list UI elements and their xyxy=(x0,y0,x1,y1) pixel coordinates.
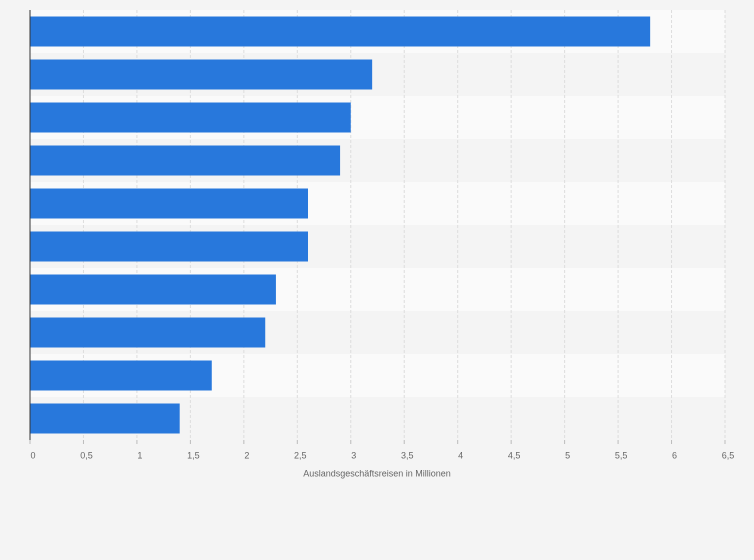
bar xyxy=(30,102,351,133)
bar xyxy=(30,188,308,219)
x-tick-label: 5,5 xyxy=(615,450,628,460)
bar xyxy=(30,403,180,434)
x-tick-label: 6 xyxy=(672,450,677,460)
x-tick-label: 1,5 xyxy=(187,450,200,460)
x-tick-label: 0,5 xyxy=(80,450,93,460)
x-axis-label: Auslandsgeschäftsreisen in Millionen xyxy=(303,468,451,478)
bar xyxy=(30,231,308,262)
x-tick-label: 0 xyxy=(30,450,35,460)
x-tick-label: 3,5 xyxy=(401,450,414,460)
x-tick-label: 5 xyxy=(565,450,570,460)
x-tick-label: 2 xyxy=(244,450,249,460)
bar xyxy=(30,317,266,348)
x-tick-label: 6,5 xyxy=(722,450,735,460)
bar xyxy=(30,360,212,391)
x-tick-label: 4 xyxy=(458,450,463,460)
x-tick-label: 3 xyxy=(351,450,356,460)
x-tick-label: 1 xyxy=(137,450,142,460)
bar xyxy=(30,59,373,90)
x-tick-label: 2,5 xyxy=(294,450,307,460)
bar xyxy=(30,145,341,176)
bar xyxy=(30,274,276,305)
x-tick-label: 4,5 xyxy=(508,450,521,460)
bar xyxy=(30,16,651,47)
